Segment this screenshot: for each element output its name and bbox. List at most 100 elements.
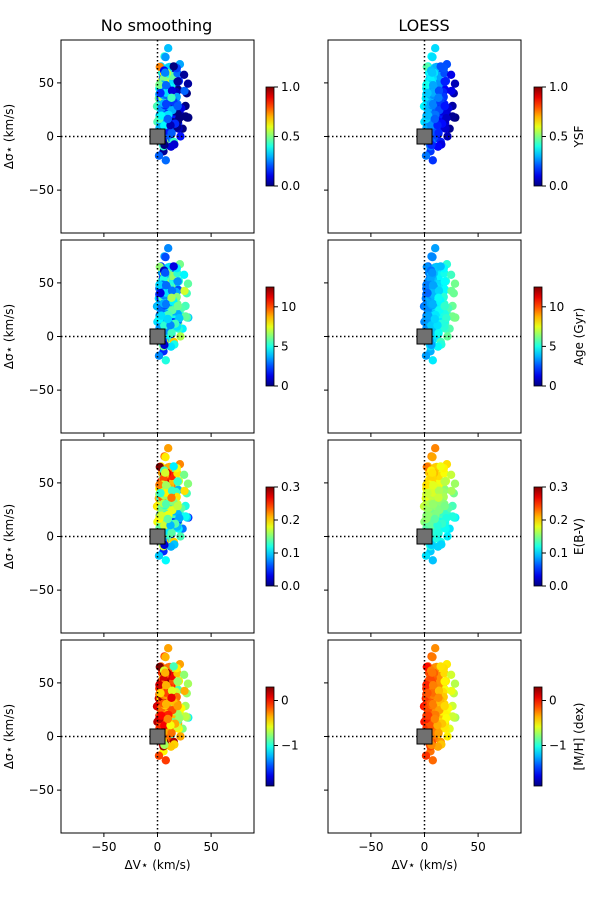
scatter-point <box>434 693 443 702</box>
colorbar-tick-label: 0.3 <box>281 480 300 494</box>
panel-r2-c0: −50 0 50 Δσ⋆ (km/s) <box>2 439 255 637</box>
scatter-point <box>176 732 185 741</box>
scatter-points <box>419 44 460 165</box>
scatter-point <box>183 79 193 88</box>
scatter-point <box>443 732 452 741</box>
scatter-point <box>179 270 189 279</box>
colorbar-gradient <box>265 486 275 587</box>
scatter-point <box>181 512 190 521</box>
scatter-point <box>167 86 177 95</box>
scatter-point <box>176 332 185 341</box>
colorbar-tick-label: 0.2 <box>549 513 568 527</box>
colorbar-tick-label: 1.0 <box>281 80 300 94</box>
scatter-point <box>421 751 431 760</box>
scatter-points <box>152 444 193 565</box>
scatter-point <box>167 728 176 738</box>
scatter-point <box>427 721 436 730</box>
scatter-point <box>161 268 170 277</box>
colorbar-tick-label: 10 <box>281 300 296 314</box>
scatter-point <box>434 328 443 338</box>
y-axis-label: Δσ⋆ (km/s) <box>2 704 16 769</box>
scatter-point <box>446 670 456 679</box>
panel-r2-c1 <box>324 439 522 637</box>
scatter-point <box>428 81 438 90</box>
scatter-point <box>161 699 171 709</box>
colorbar-tick-label: 0.1 <box>281 546 300 560</box>
scatter-point <box>176 132 185 141</box>
scatter-points <box>419 644 460 765</box>
scatter-point <box>183 679 193 688</box>
scatter-point <box>433 342 443 351</box>
scatter-point <box>428 452 437 462</box>
scatter-point <box>180 286 189 296</box>
scatter-point <box>427 321 436 330</box>
scatter-point <box>154 551 164 560</box>
scatter-point <box>166 742 176 751</box>
colorbar-gradient <box>265 286 275 387</box>
scatter-point <box>446 70 456 80</box>
scatter-point <box>183 279 193 288</box>
scatter-point <box>183 479 193 488</box>
scatter-point <box>173 101 182 111</box>
scatter-point <box>428 756 437 765</box>
reference-marker-box <box>416 328 433 345</box>
scatter-point <box>421 351 431 360</box>
scatter-point <box>431 244 440 253</box>
colorbar-tick-label: 0.5 <box>549 130 568 144</box>
colorbar-tick-label: 0.5 <box>281 130 300 144</box>
scatter-point <box>448 112 457 121</box>
colorbar-tick-label: 5 <box>549 339 557 353</box>
colorbar-gradient <box>533 486 543 587</box>
scatter-point <box>154 351 164 360</box>
scatter-point <box>428 681 438 690</box>
scatter-points <box>419 244 460 365</box>
colorbar-gradient <box>533 286 543 387</box>
scatter-point <box>422 80 431 90</box>
scatter-point <box>446 270 456 279</box>
scatter-point <box>434 93 443 103</box>
reference-marker-box <box>149 528 166 545</box>
scatter-point <box>181 312 190 321</box>
colorbar-r2-c0: 0.0 0.1 0.2 0.3 <box>265 480 300 593</box>
scatter-point <box>434 728 443 738</box>
scatter-point <box>163 714 172 724</box>
scatter-point <box>161 81 171 90</box>
scatter-point <box>434 686 444 695</box>
colorbar-tick-label: 0.0 <box>281 179 300 193</box>
scatter-point <box>440 77 449 86</box>
scatter-point <box>161 156 170 165</box>
scatter-points <box>152 244 193 365</box>
scatter-point <box>179 670 189 679</box>
scatter-point <box>180 86 189 96</box>
scatter-point <box>436 462 445 471</box>
colorbar-tick-label: 5 <box>281 339 289 353</box>
scatter-point <box>161 299 171 309</box>
scatter-point <box>450 79 460 88</box>
scatter-point <box>430 514 439 524</box>
reference-marker-box <box>416 128 433 145</box>
colorbar-label: Age (Gyr) <box>572 308 586 366</box>
colorbar-tick-label: 0 <box>281 694 289 708</box>
scatter-point <box>434 286 444 295</box>
y-tick-label: −50 <box>29 183 54 197</box>
scatter-point <box>167 286 177 295</box>
scatter-point <box>155 280 164 289</box>
panel-r0-c1 <box>324 39 522 237</box>
scatter-point <box>440 101 449 111</box>
scatter-point <box>448 512 457 521</box>
colorbar-r2-c1: 0.0 0.1 0.2 0.3 E(B-V) <box>533 480 586 593</box>
colorbar-group: 0.0 0.5 1.0 0.0 0.5 1.0 YSF 0 5 10 0 5 10 Age (Gyr) 0.… <box>265 80 586 787</box>
colorbar-r0-c0: 0.0 0.5 1.0 <box>265 80 300 193</box>
scatter-point <box>428 356 437 365</box>
scatter-point <box>161 481 171 490</box>
column-title-no-smoothing: No smoothing <box>101 16 213 35</box>
colorbar-tick-label: 0.0 <box>281 579 300 593</box>
y-tick-label: −50 <box>29 583 54 597</box>
scatter-point <box>431 44 440 53</box>
scatter-point <box>424 311 433 320</box>
scatter-point <box>161 356 170 365</box>
scatter-point <box>157 711 166 720</box>
scatter-point <box>167 486 177 495</box>
colorbar-tick-label: 0.3 <box>549 480 568 494</box>
scatter-point <box>161 68 170 77</box>
